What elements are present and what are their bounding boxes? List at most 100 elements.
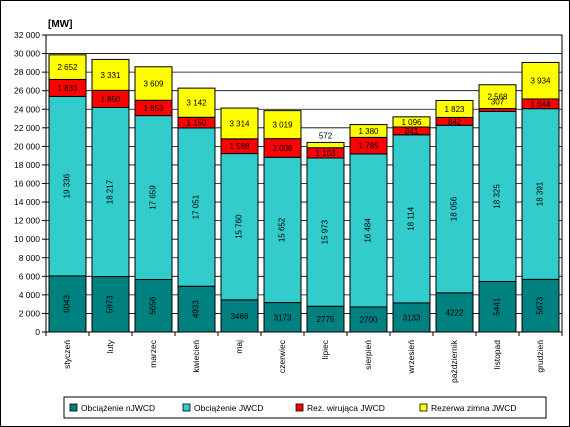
y-tick-label: 26 000 — [14, 86, 40, 96]
y-tick-label: 22 000 — [14, 123, 40, 133]
value-labels: 6043 19 336 1 833 2 652 5973 18 217 1 850 3 331… — [57, 63, 551, 324]
bar-segment — [392, 116, 431, 128]
x-category-label: sierpień — [363, 340, 373, 370]
bar-segment — [263, 110, 302, 140]
value-label: 3 609 — [143, 80, 164, 89]
value-label: 1 150 — [186, 119, 207, 128]
value-label: 3133 — [403, 313, 421, 322]
value-label: 841 — [405, 127, 419, 136]
value-label: 2 568 — [487, 93, 508, 102]
bar-segment — [134, 66, 173, 101]
legend-label: Rez. wirująca JWCD — [307, 403, 385, 413]
bar-segment — [306, 141, 345, 149]
value-label: 3 934 — [530, 77, 551, 86]
x-axis: styczeń luty marzec kwiecień maj czerwiec lipi… — [45, 332, 563, 383]
y-tick-label: 10 000 — [14, 234, 40, 244]
value-label: 16 484 — [364, 218, 373, 243]
value-label: 18 325 — [493, 184, 502, 209]
value-label: 17 051 — [192, 194, 201, 219]
value-label: 15 652 — [278, 217, 287, 242]
y-tick-label: 12 000 — [14, 216, 40, 226]
bar-segment — [134, 115, 173, 281]
y-tick-label: 6 000 — [19, 271, 41, 281]
bars — [48, 54, 560, 333]
bar-segment — [48, 275, 87, 333]
value-label: 4933 — [192, 300, 201, 318]
value-label: 1 833 — [57, 84, 78, 93]
bar-segment — [392, 302, 431, 333]
bar-segment — [306, 305, 345, 333]
y-tick-label: 28 000 — [14, 67, 40, 77]
legend-swatch — [69, 403, 78, 412]
bar-segment — [91, 58, 130, 91]
y-tick-label: 0 — [35, 327, 40, 337]
bar-segment — [48, 95, 87, 277]
value-label: 5673 — [536, 296, 545, 314]
x-category-label: czerwiec — [277, 339, 287, 373]
y-tick-label: 4 000 — [19, 290, 41, 300]
value-label: 3173 — [274, 313, 292, 322]
value-label: 2775 — [317, 315, 335, 324]
bar-segment — [435, 124, 474, 294]
legend: Obciążenie nJWCD Obciążenie JWCD Rez. wiru… — [63, 396, 547, 419]
value-label: 19 336 — [63, 173, 72, 198]
bar-segment — [349, 306, 388, 333]
y-tick-label: 30 000 — [14, 49, 40, 59]
bar-segment — [521, 61, 560, 100]
legend-swatch — [182, 403, 191, 412]
x-category-label: maj — [234, 340, 244, 354]
value-label: 307 — [491, 98, 505, 107]
y-tick-label: 8 000 — [19, 253, 41, 263]
y-tick-label: 32 000 — [14, 30, 40, 40]
bar-segment — [392, 134, 431, 304]
bar-segment — [177, 285, 216, 333]
x-category-label: marzec — [148, 339, 158, 368]
x-category-label: lipiec — [320, 339, 330, 359]
bar-segment — [134, 279, 173, 333]
value-label: 2 006 — [272, 144, 293, 153]
grid-lines — [46, 53, 562, 314]
value-label: 3 142 — [186, 99, 207, 108]
bar-segment — [478, 84, 517, 110]
x-category-label: kwiecień — [191, 340, 201, 373]
y-tick-label: 16 000 — [14, 179, 40, 189]
bar-segment — [91, 106, 130, 278]
value-label: 1 096 — [401, 118, 422, 127]
y-tick-label: 24 000 — [14, 104, 40, 114]
value-label: 1 044 — [530, 100, 551, 109]
y-axis: 0 2 000 4 000 6 000 8 000 10 000 12 000 14 000 1… — [14, 30, 46, 337]
bar-segment — [521, 108, 560, 280]
x-category-label: grudzień — [535, 340, 545, 373]
value-label: 842 — [448, 117, 462, 126]
value-label: 2700 — [360, 315, 378, 324]
legend-label: Obciążenie JWCD — [194, 403, 263, 413]
bar-segment — [349, 124, 388, 138]
value-label: 6043 — [63, 295, 72, 313]
bar-segment — [177, 87, 216, 118]
value-label: 1 588 — [229, 142, 250, 151]
value-label: 3 331 — [100, 71, 121, 80]
bar-segment — [220, 107, 259, 140]
value-label: 18 217 — [106, 179, 115, 204]
bar-segment — [263, 302, 302, 333]
bar-segment — [177, 127, 216, 287]
legend-box — [63, 396, 547, 419]
value-label: 1 785 — [358, 142, 379, 151]
bar-segment — [220, 299, 259, 333]
x-category-label: październik — [449, 339, 459, 383]
legend-label: Obciążenie nJWCD — [81, 403, 155, 413]
bar-segment — [306, 157, 345, 307]
value-label: 1 823 — [444, 105, 465, 114]
y-tick-label: 14 000 — [14, 197, 40, 207]
value-label: 3 019 — [272, 121, 293, 130]
value-label: 18 056 — [450, 196, 459, 221]
bar-segment — [220, 153, 259, 301]
value-label: 17 659 — [149, 185, 158, 210]
legend-label: Rezerwa zimna JWCD — [431, 403, 517, 413]
value-label: 5656 — [149, 296, 158, 314]
y-tick-label: 2 000 — [19, 308, 41, 318]
bar-segment — [91, 276, 130, 333]
bar-segment — [48, 54, 87, 80]
bar-segment — [478, 110, 517, 283]
